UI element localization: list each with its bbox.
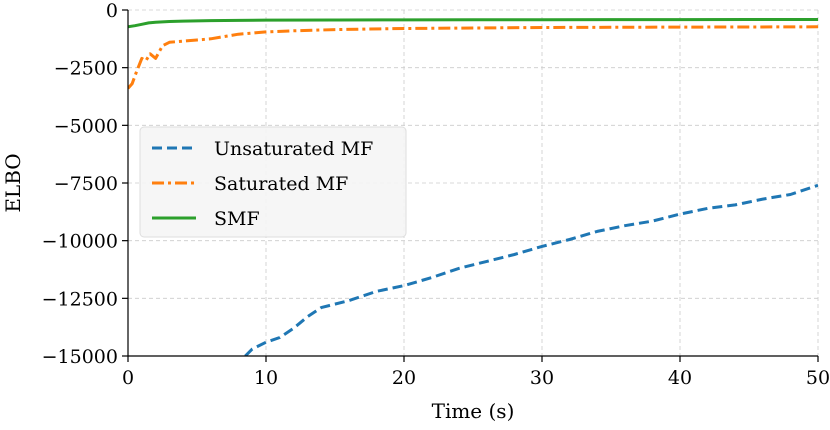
tick-labels: 0 10 20 30 40 50 0 −2500 −5000 −7500 −10000 −12500 −… — [42, 0, 830, 389]
x-tick-label: 0 — [122, 367, 134, 389]
series-lines — [128, 18, 818, 356]
y-tick-label: 0 — [106, 0, 118, 22]
x-axis-label: Time (s) — [432, 399, 515, 423]
y-tick-label: −2500 — [54, 58, 118, 80]
legend: Unsaturated MF Saturated MF SMF — [139, 126, 407, 238]
series-line-smf — [128, 18, 818, 29]
legend-label: SMF — [214, 208, 260, 230]
y-tick-label: −12500 — [42, 288, 118, 310]
y-axis-label: ELBO — [1, 153, 25, 212]
x-tick-label: 10 — [254, 367, 278, 389]
legend-label: Unsaturated MF — [214, 138, 373, 160]
legend-label: Saturated MF — [214, 173, 348, 195]
x-tick-label: 20 — [392, 367, 416, 389]
y-tick-label: −5000 — [54, 115, 118, 137]
series-line-unsaturated-mf — [244, 183, 818, 356]
y-tick-label: −15000 — [42, 346, 118, 368]
x-tick-label: 40 — [668, 367, 692, 389]
y-tick-label: −10000 — [42, 231, 118, 253]
x-tick-label: 30 — [530, 367, 554, 389]
legend-box — [139, 126, 407, 238]
x-tick-label: 50 — [806, 367, 830, 389]
y-tick-label: −7500 — [54, 173, 118, 195]
series-line-saturated-mf — [128, 25, 818, 90]
